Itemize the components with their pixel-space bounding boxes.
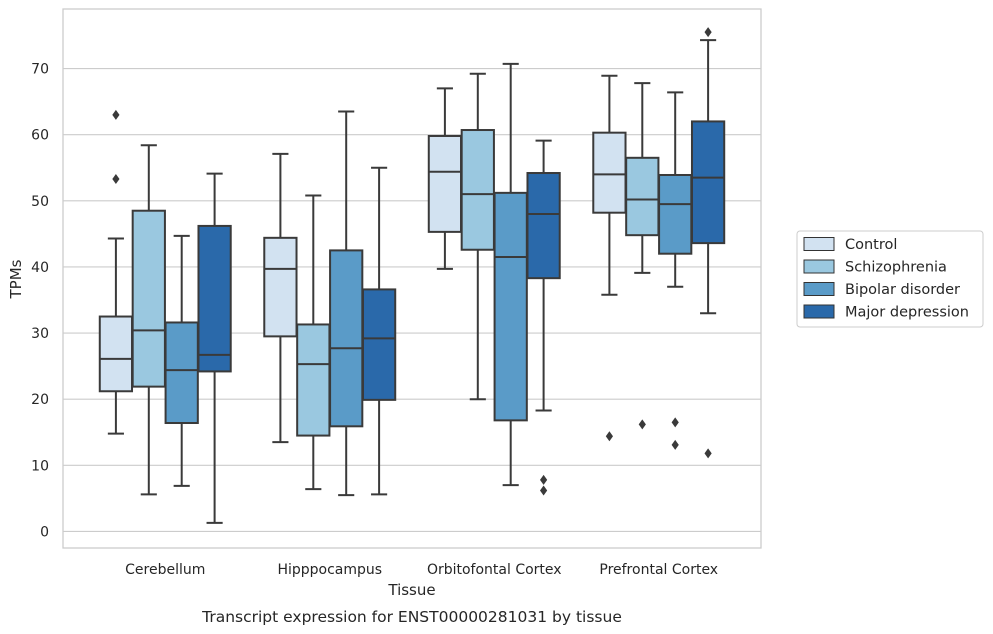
box	[427, 87, 463, 270]
box	[98, 109, 134, 435]
box	[329, 110, 364, 497]
x-axis-label: Tissue	[387, 581, 435, 599]
x-tick-label: Orbitofontal Cortex	[427, 562, 562, 578]
y-tick-label: 10	[31, 458, 49, 474]
box-iqr	[296, 323, 331, 437]
y-tick-label: 40	[31, 260, 49, 276]
box-iqr	[625, 156, 660, 237]
box	[658, 91, 693, 450]
outlier-point	[671, 417, 679, 428]
box-iqr	[493, 191, 528, 422]
box	[526, 139, 561, 496]
y-axis-ticks: 0 10 20 30 40 50 60 70	[31, 62, 49, 541]
y-tick-label: 30	[31, 326, 49, 342]
legend-swatch	[803, 304, 835, 319]
outlier-point	[540, 474, 548, 485]
y-axis-label: TPMs	[7, 259, 25, 299]
chart-caption: Transcript expression for ENST0000028103…	[201, 608, 622, 626]
legend-swatch	[803, 259, 835, 274]
y-tick-label: 70	[31, 62, 49, 78]
outlier-point	[540, 485, 548, 496]
box	[625, 82, 660, 430]
box-iqr	[164, 321, 199, 425]
outlier-point	[671, 439, 679, 450]
box-iqr	[98, 315, 134, 393]
box	[592, 74, 627, 442]
legend-entry: Major depression	[845, 305, 969, 321]
outlier-point	[704, 448, 712, 459]
legend-frame	[796, 230, 984, 328]
box	[263, 152, 298, 444]
legend-entry: Control	[845, 237, 897, 253]
box	[197, 172, 232, 524]
legend-entry: Bipolar disorder	[845, 282, 960, 298]
box-iqr	[131, 209, 166, 388]
box	[164, 234, 199, 487]
box	[131, 144, 166, 496]
box-iqr	[526, 172, 561, 280]
box-iqr	[361, 288, 397, 401]
y-tick-label: 60	[31, 128, 49, 144]
x-tick-label: Prefrontal Cortex	[599, 562, 718, 578]
legend-swatch	[803, 282, 835, 296]
box	[296, 194, 331, 491]
box-iqr	[263, 236, 298, 338]
box	[493, 62, 528, 487]
x-tick-label: Hipppocampus	[277, 562, 382, 578]
outlier-point	[638, 419, 646, 430]
box-iqr	[427, 134, 463, 233]
y-tick-label: 0	[40, 524, 49, 540]
box-iqr	[690, 120, 726, 245]
y-tick-label: 50	[31, 194, 49, 210]
x-tick-label: Cerebellum	[125, 562, 205, 578]
box	[460, 72, 495, 401]
plot-frame	[62, 8, 762, 549]
outlier-point	[704, 27, 712, 38]
box-iqr	[592, 131, 627, 214]
legend-swatch	[803, 237, 835, 251]
box-iqr	[658, 173, 693, 255]
outlier-point	[112, 173, 120, 184]
box	[690, 27, 726, 459]
box	[361, 166, 397, 496]
outlier-point	[112, 109, 120, 120]
legend-entry: Schizophrenia	[845, 260, 947, 276]
x-axis-ticks: Cerebellum Hipppocampus Orbitofontal Corte…	[125, 562, 718, 578]
box-series	[98, 27, 726, 524]
box-iqr	[197, 224, 232, 373]
grid-lines	[63, 67, 761, 533]
box-iqr	[460, 129, 495, 251]
outlier-point	[605, 431, 613, 442]
y-tick-label: 20	[31, 392, 49, 408]
box-iqr	[329, 249, 364, 428]
legend: Control Schizophrenia Bipolar disorder Majo…	[796, 230, 984, 328]
